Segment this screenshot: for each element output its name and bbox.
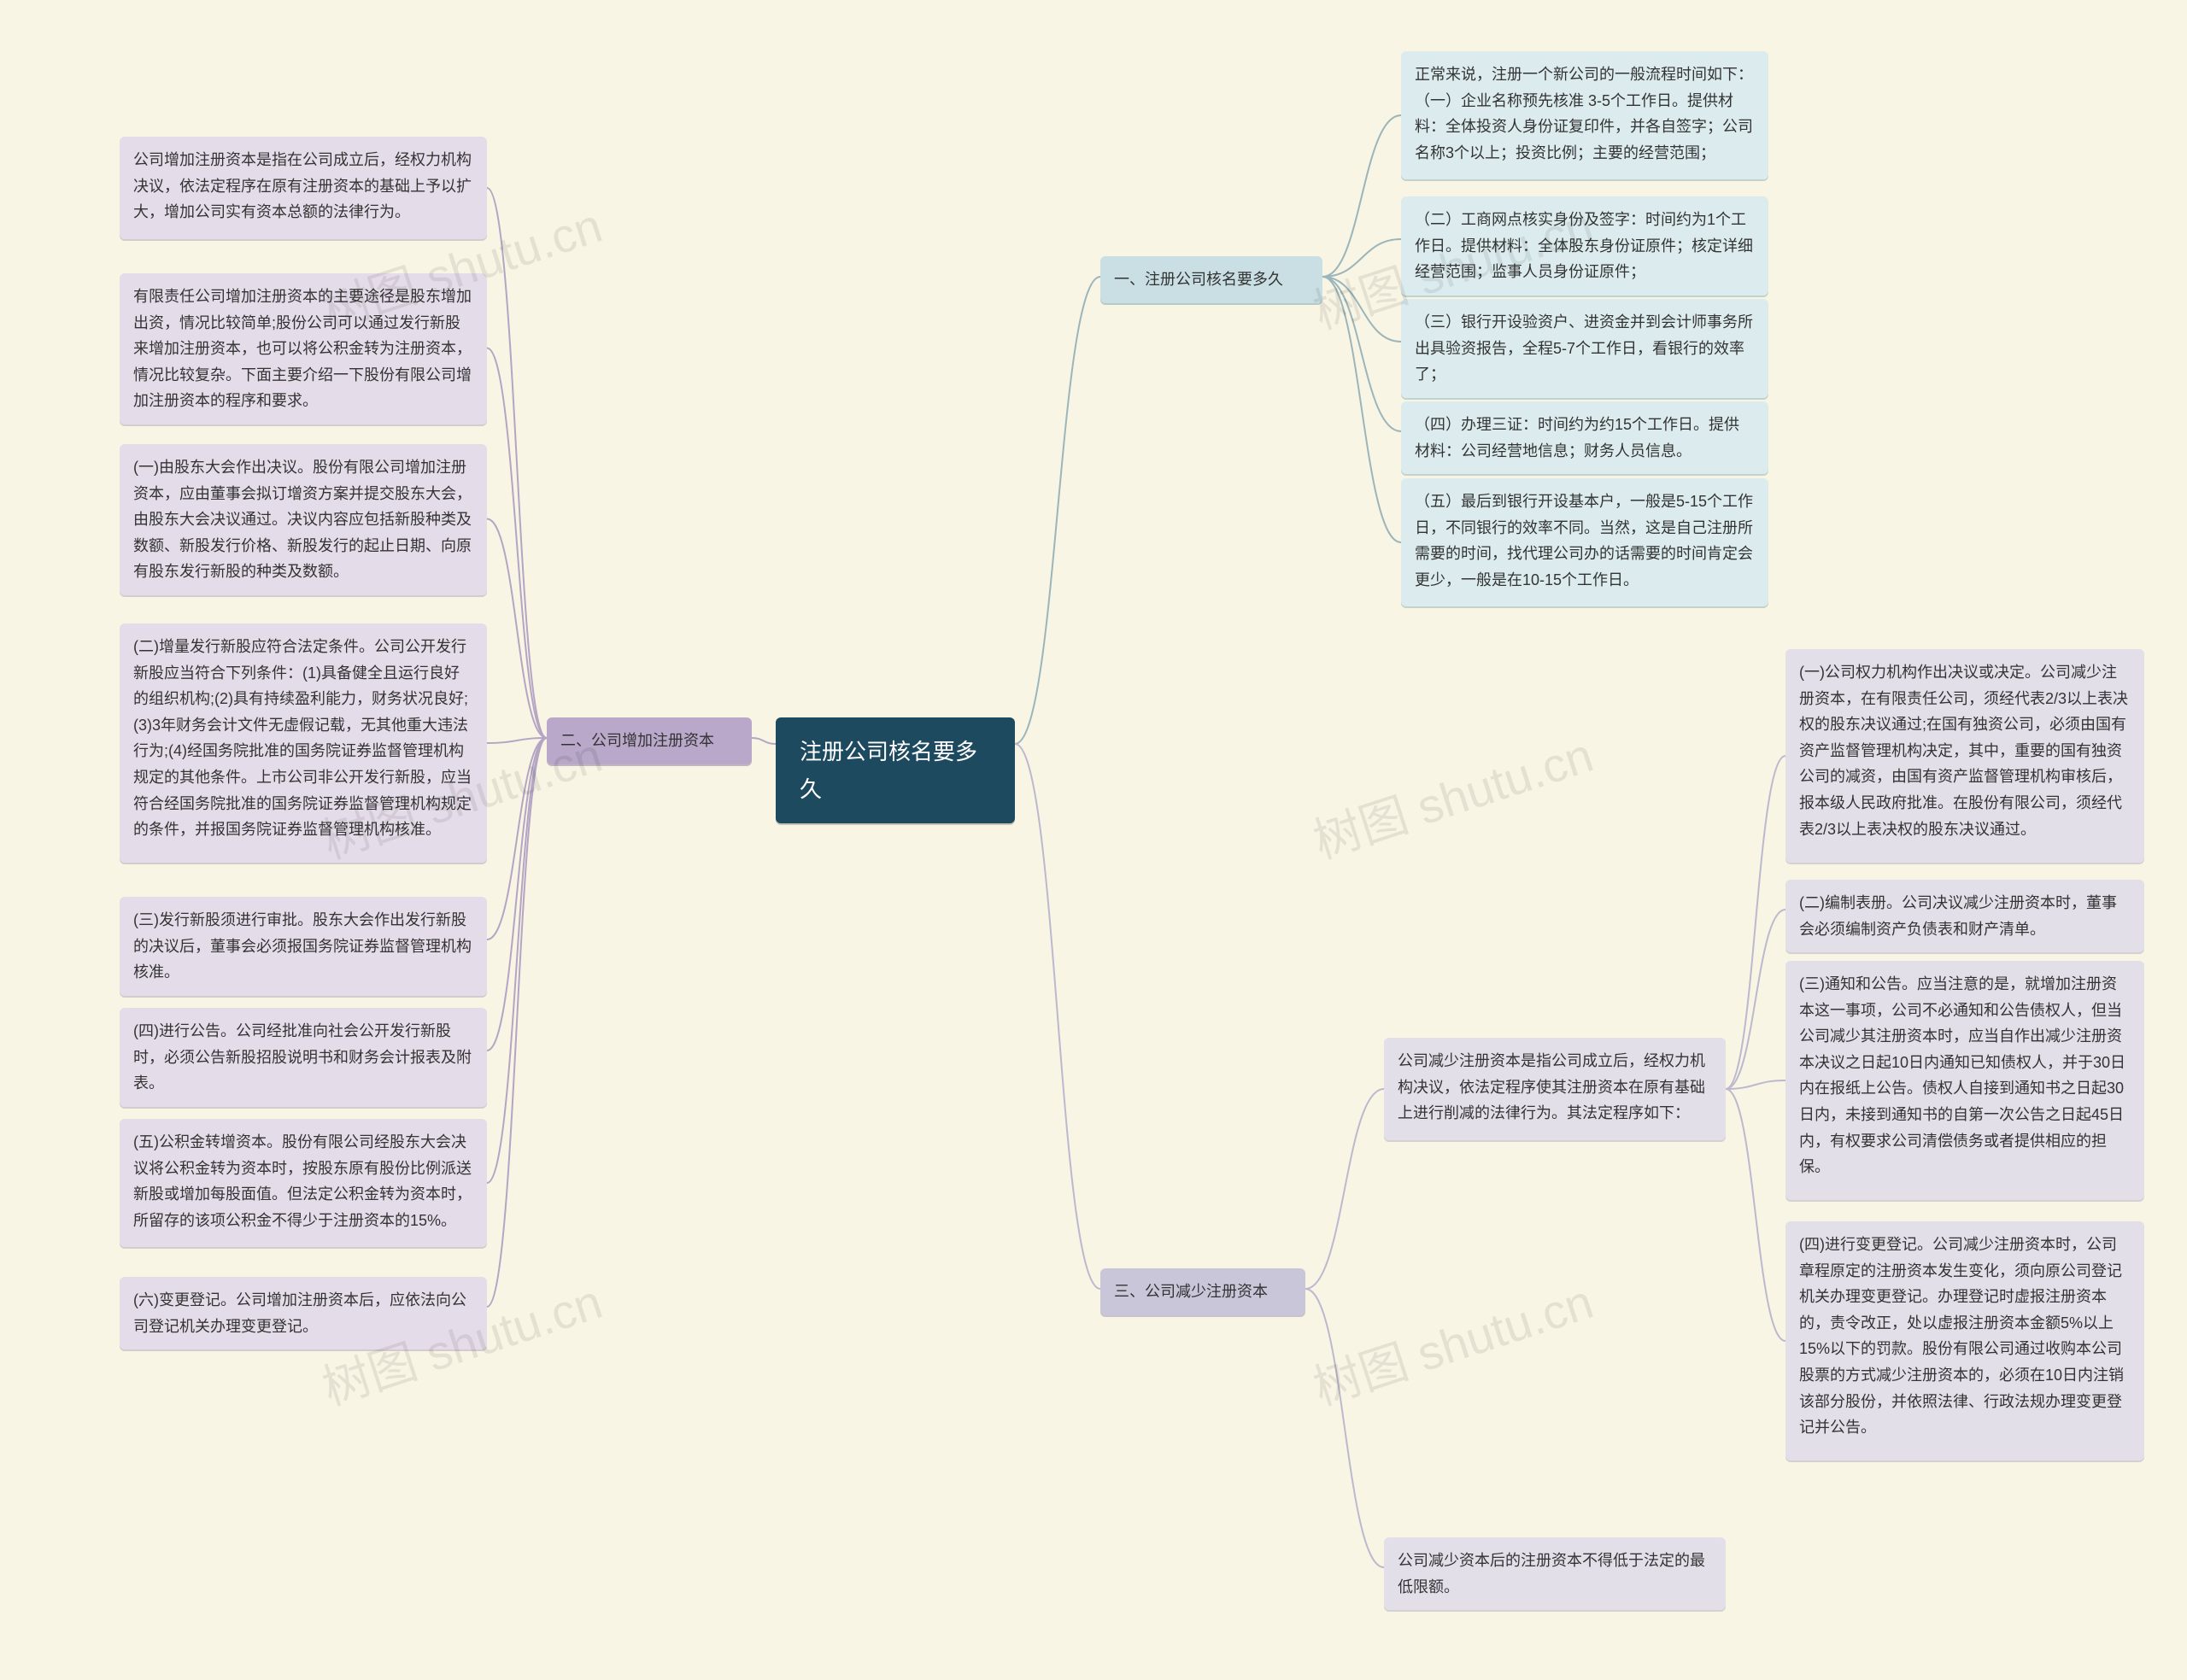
section-1-leaf: （二）工商网点核实身份及签字：时间约为1个工作日。提供材料：全体股东身份证原件；… bbox=[1401, 196, 1768, 296]
section-3-leaf: (一)公司权力机构作出决议或决定。公司减少注册资本，在有限责任公司，须经代表2/… bbox=[1785, 649, 2144, 863]
section-3-child: 公司减少资本后的注册资本不得低于法定的最低限额。 bbox=[1384, 1537, 1726, 1610]
section-2-node: 二、公司增加注册资本 bbox=[547, 717, 752, 764]
section-1-node: 一、注册公司核名要多久 bbox=[1100, 256, 1322, 303]
section-2-leaf: (五)公积金转增资本。股份有限公司经股东大会决议将公积金转为资本时，按股东原有股… bbox=[120, 1119, 487, 1247]
section-2-leaf: (二)增量发行新股应符合法定条件。公司公开发行新股应当符合下列条件：(1)具备健… bbox=[120, 623, 487, 863]
section-1-leaf: （五）最后到银行开设基本户，一般是5-15个工作日，不同银行的效率不同。当然，这… bbox=[1401, 478, 1768, 606]
section-3-leaf: (四)进行变更登记。公司减少注册资本时，公司章程原定的注册资本发生变化，须向原公… bbox=[1785, 1221, 2144, 1460]
section-3-leaf: (二)编制表册。公司决议减少注册资本时，董事会必须编制资产负债表和财产清单。 bbox=[1785, 880, 2144, 952]
section-3-leaf: (三)通知和公告。应当注意的是，就增加注册资本这一事项，公司不必通知和公告债权人… bbox=[1785, 961, 2144, 1200]
section-2-leaf: (三)发行新股须进行审批。股东大会作出发行新股的决议后，董事会必须报国务院证券监… bbox=[120, 897, 487, 996]
section-3-node: 三、公司减少注册资本 bbox=[1100, 1268, 1305, 1315]
section-3-child: 公司减少注册资本是指公司成立后，经权力机构决议，依法定程序使其注册资本在原有基础… bbox=[1384, 1038, 1726, 1140]
section-1-leaf: 正常来说，注册一个新公司的一般流程时间如下：（一）企业名称预先核准 3-5个工作… bbox=[1401, 51, 1768, 179]
section-2-leaf: 有限责任公司增加注册资本的主要途径是股东增加出资，情况比较简单;股份公司可以通过… bbox=[120, 273, 487, 424]
section-1-leaf: （四）办理三证：时间约为约15个工作日。提供材料：公司经营地信息；财务人员信息。 bbox=[1401, 401, 1768, 474]
center-node: 注册公司核名要多久 bbox=[776, 717, 1015, 823]
section-2-leaf: (一)由股东大会作出决议。股份有限公司增加注册资本，应由董事会拟订增资方案并提交… bbox=[120, 444, 487, 595]
section-2-leaf: (四)进行公告。公司经批准向社会公开发行新股时，必须公告新股招股说明书和财务会计… bbox=[120, 1008, 487, 1107]
section-1-leaf: （三）银行开设验资户、进资金并到会计师事务所出具验资报告，全程5-7个工作日，看… bbox=[1401, 299, 1768, 398]
section-2-leaf: 公司增加注册资本是指在公司成立后，经权力机构决议，依法定程序在原有注册资本的基础… bbox=[120, 137, 487, 239]
section-2-leaf: (六)变更登记。公司增加注册资本后，应依法向公司登记机关办理变更登记。 bbox=[120, 1277, 487, 1349]
